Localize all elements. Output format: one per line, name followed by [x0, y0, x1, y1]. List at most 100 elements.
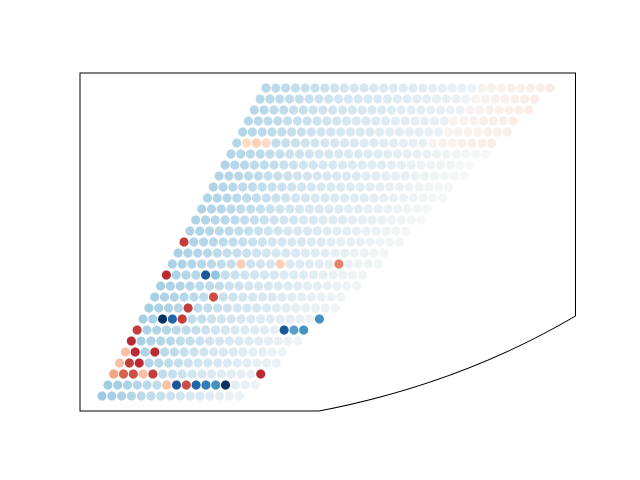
scatter-point: [310, 303, 321, 313]
scatter-point: [226, 149, 236, 159]
scatter-point: [461, 94, 471, 104]
scatter-point: [318, 105, 328, 115]
scatter-point: [410, 171, 420, 181]
scatter-point: [299, 325, 309, 335]
scatter-point: [232, 248, 242, 258]
scatter-point: [228, 237, 238, 247]
scatter-point: [273, 281, 283, 291]
scatter-point: [144, 358, 154, 368]
scatter-point: [279, 325, 289, 335]
scatter-point: [271, 358, 281, 368]
scatter-point: [441, 149, 452, 159]
scatter-point: [216, 314, 226, 324]
scatter-point: [206, 204, 216, 214]
scatter-point: [412, 149, 422, 159]
scatter-point: [293, 281, 303, 291]
scatter-point: [240, 160, 250, 170]
scatter-point: [292, 116, 302, 126]
scatter-point: [369, 248, 379, 258]
scatter-point: [465, 105, 475, 115]
scatter-point: [222, 358, 232, 368]
scatter-point: [287, 292, 297, 302]
scatter-point: [463, 127, 473, 137]
scatter-point: [218, 237, 228, 247]
scatter-point: [254, 336, 264, 346]
scatter-point: [324, 204, 334, 214]
scatter-point: [377, 215, 387, 225]
scatter-point: [322, 171, 332, 181]
scatter-point: [381, 226, 391, 236]
scatter-point: [216, 259, 226, 269]
scatter-point: [289, 160, 299, 170]
scatter-point: [297, 292, 307, 302]
scatter-point: [247, 127, 257, 137]
scatter-point: [197, 259, 207, 269]
scatter-point: [443, 182, 454, 192]
scatter-point: [357, 105, 367, 115]
scatter-point: [349, 138, 359, 148]
scatter-point: [314, 314, 324, 324]
scatter-point: [234, 391, 244, 401]
scatter-point: [338, 270, 348, 280]
map-boundary: [79, 72, 576, 412]
scatter-point: [363, 149, 373, 159]
scatter-point: [275, 259, 285, 269]
scatter-point: [398, 193, 408, 203]
scatter-point: [259, 270, 269, 280]
scatter-point: [447, 138, 457, 148]
scatter-point: [271, 138, 281, 148]
scatter-point: [344, 204, 354, 214]
scatter-point: [218, 347, 228, 357]
scatter-point: [263, 226, 273, 236]
scatter-point: [122, 380, 133, 390]
scatter-point: [357, 160, 367, 170]
scatter-point: [334, 149, 344, 159]
scatter-point: [269, 105, 279, 115]
scatter-point: [345, 127, 355, 137]
scatter-point: [347, 160, 357, 170]
scatter-point: [271, 303, 281, 313]
scatter-point: [324, 94, 334, 104]
scatter-point: [314, 204, 324, 214]
scatter-point: [428, 193, 438, 203]
scatter-point: [255, 259, 266, 269]
scatter-point: [215, 391, 225, 401]
scatter-point: [146, 336, 156, 346]
scatter-point: [232, 303, 242, 313]
scatter-point: [334, 259, 344, 269]
scatter-point: [524, 105, 534, 115]
scatter-point: [279, 160, 289, 170]
scatter-point: [322, 116, 332, 126]
scatter-point: [175, 281, 185, 291]
scatter-point: [349, 83, 359, 93]
scatter-point: [259, 160, 269, 170]
scatter-point: [445, 105, 455, 115]
scatter-point: [385, 237, 395, 247]
scatter-point: [420, 171, 430, 181]
scatter-point: [242, 248, 252, 258]
scatter-point: [306, 182, 316, 192]
scatter-point: [304, 94, 314, 104]
scatter-point: [177, 259, 187, 269]
scatter-point: [428, 138, 438, 148]
scatter-point: [304, 259, 315, 269]
scatter-point: [432, 149, 442, 159]
scatter-point: [197, 204, 207, 214]
scatter-point: [422, 149, 432, 159]
scatter-point: [369, 138, 379, 148]
scatter-point: [275, 204, 285, 214]
scatter-point: [234, 226, 244, 236]
scatter-point: [244, 281, 254, 291]
scatter-point: [357, 215, 367, 225]
scatter-point: [300, 83, 310, 93]
scatter-point: [191, 380, 201, 390]
scatter-point: [275, 314, 285, 324]
scatter-point: [298, 215, 309, 225]
scatter-point: [375, 127, 385, 137]
scatter-point: [256, 369, 266, 379]
scatter-point: [246, 369, 256, 379]
scatter-point: [281, 83, 291, 93]
scatter-point: [246, 314, 256, 324]
scatter-point: [330, 248, 340, 258]
scatter-point: [156, 281, 166, 291]
